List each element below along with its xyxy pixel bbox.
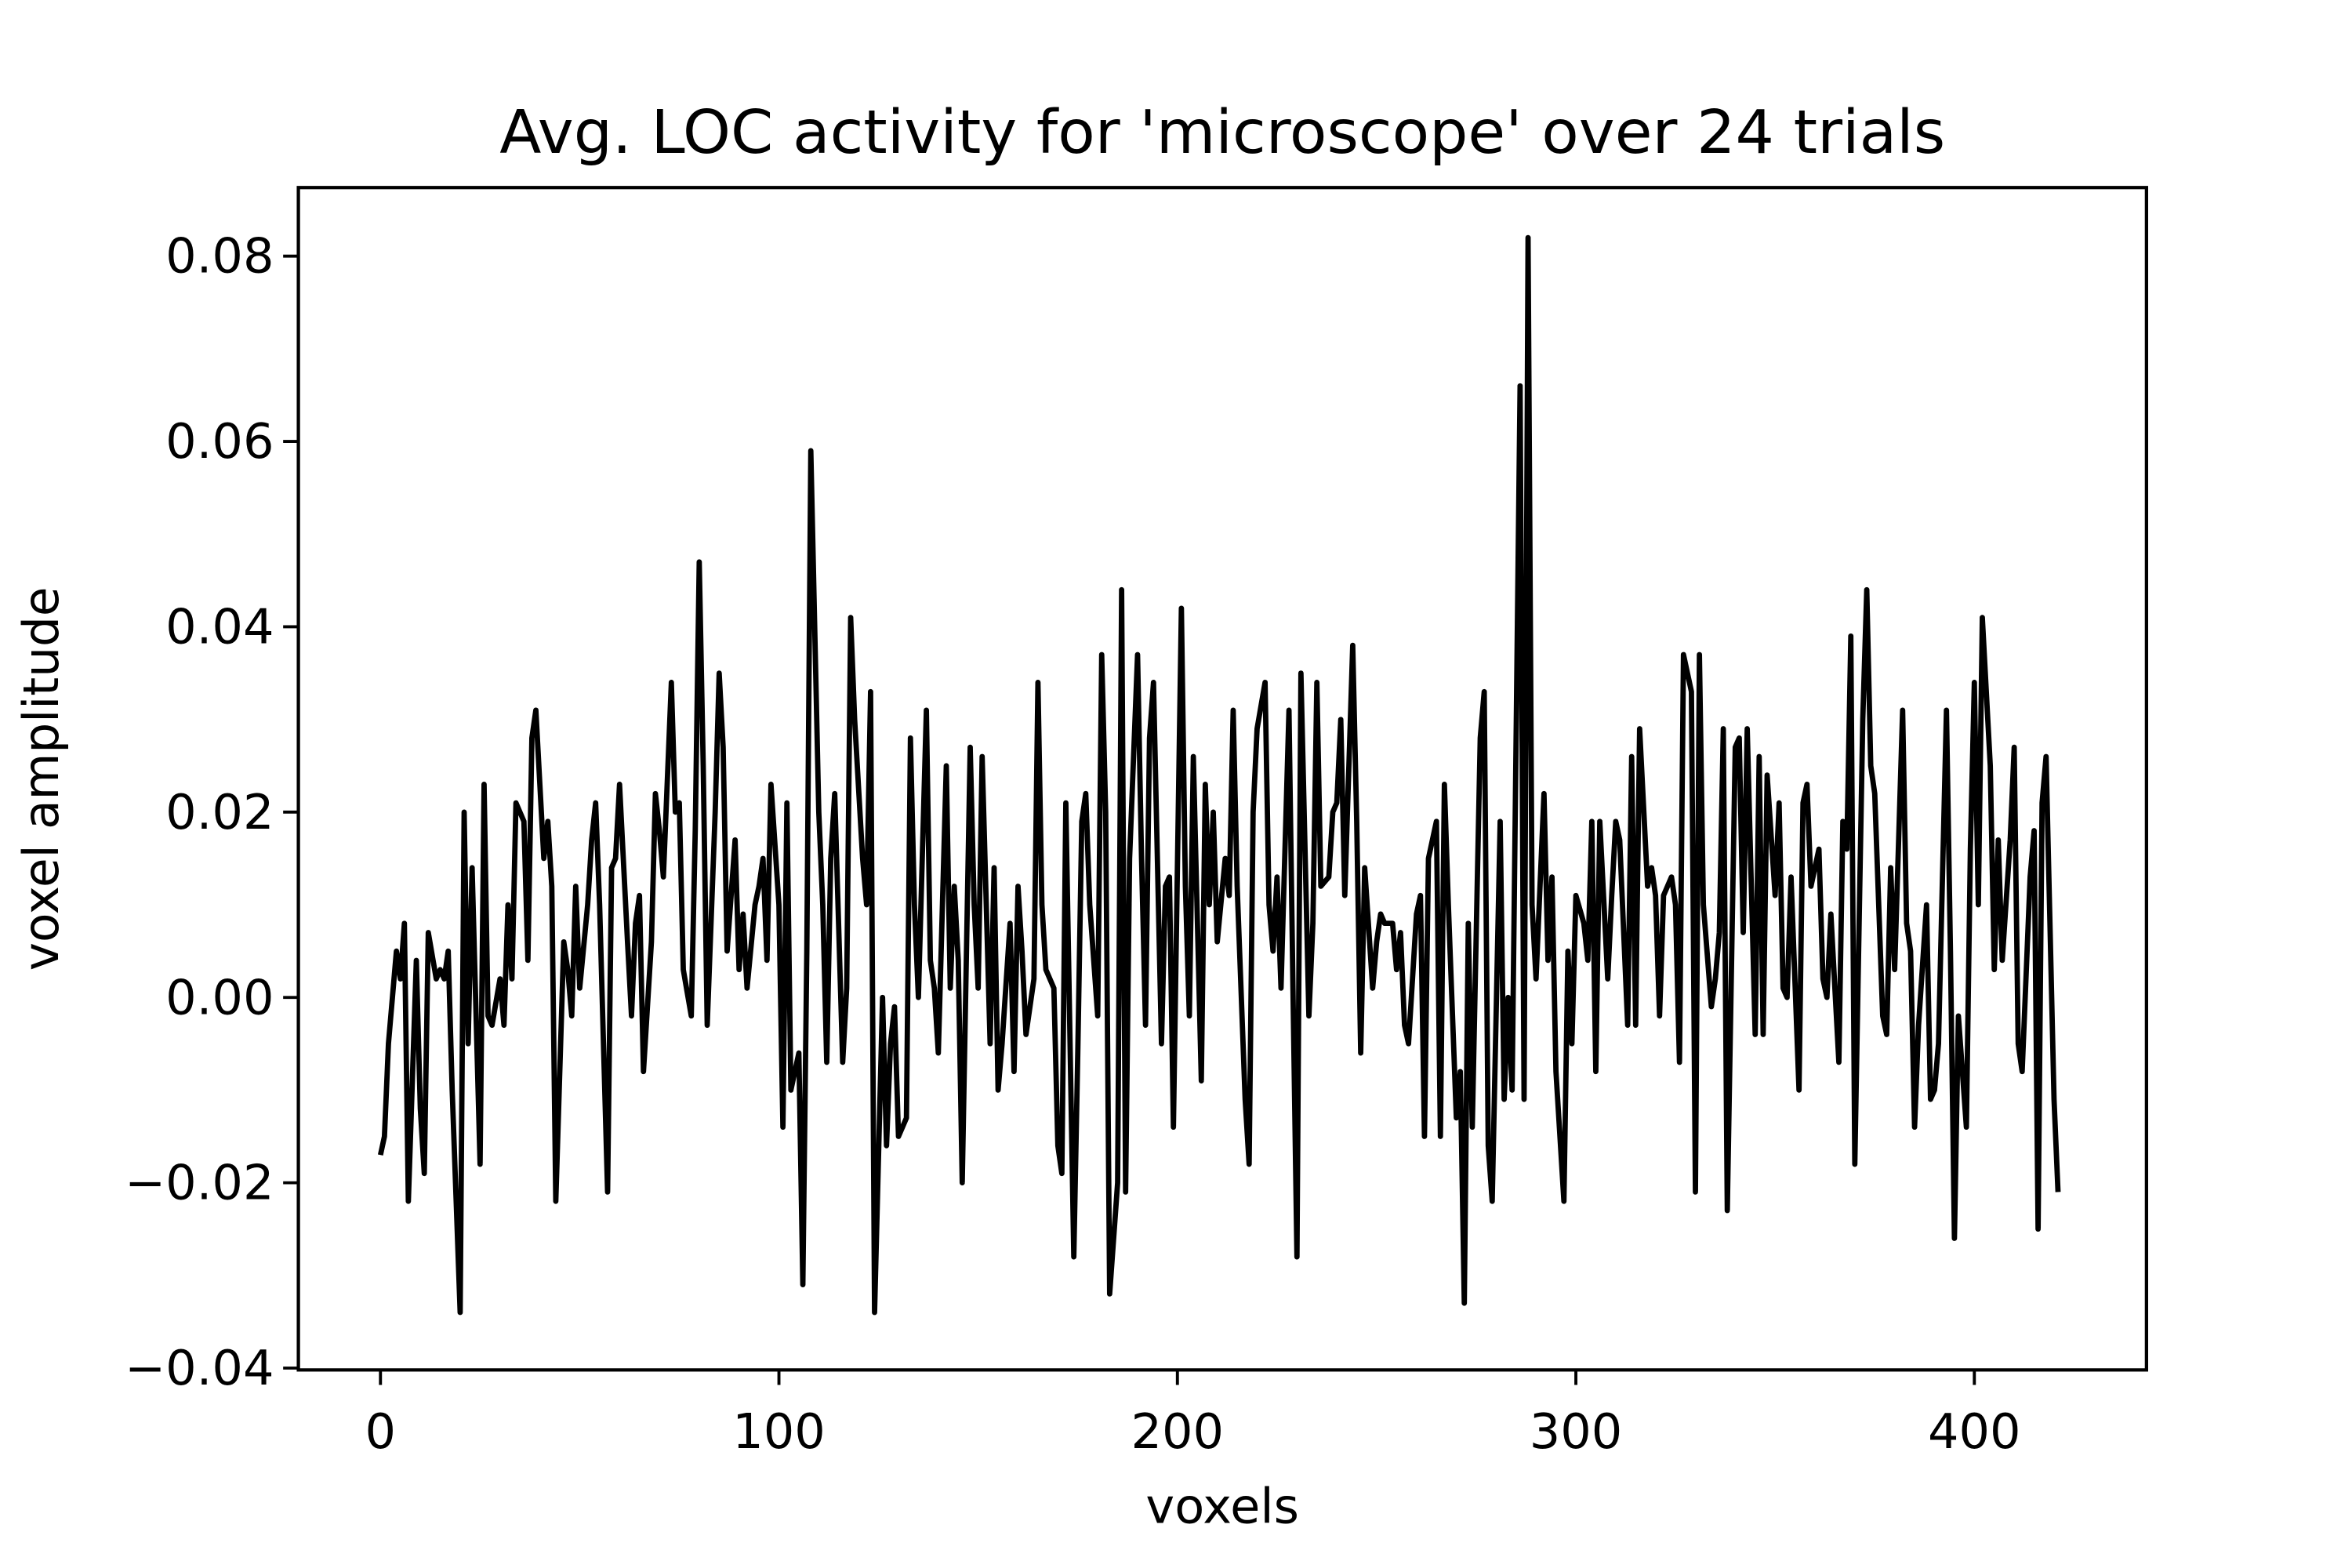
x-tick-label: 400 — [1928, 1403, 2021, 1459]
y-tick-label: 0.04 — [165, 599, 274, 655]
y-tick-label: −0.04 — [125, 1340, 274, 1396]
y-tick-label: 0.06 — [165, 414, 274, 470]
plot-frame — [296, 186, 2148, 1372]
x-tick-label: 200 — [1131, 1403, 1224, 1459]
x-tick-label: 100 — [732, 1403, 826, 1459]
x-tick-label: 0 — [365, 1403, 397, 1459]
y-tick-label: 0.02 — [165, 784, 274, 840]
y-tick-label: 0.00 — [165, 970, 274, 1025]
x-axis-label: voxels — [1145, 1479, 1299, 1534]
chart-title: Avg. LOC activity for 'microscope' over … — [499, 98, 1945, 168]
data-line — [377, 234, 2061, 1316]
y-tick-label: −0.02 — [125, 1155, 274, 1210]
y-tick-label: 0.08 — [165, 228, 274, 284]
y-axis-label: voxel amplitude — [13, 586, 70, 971]
x-tick-label: 300 — [1530, 1403, 1623, 1459]
